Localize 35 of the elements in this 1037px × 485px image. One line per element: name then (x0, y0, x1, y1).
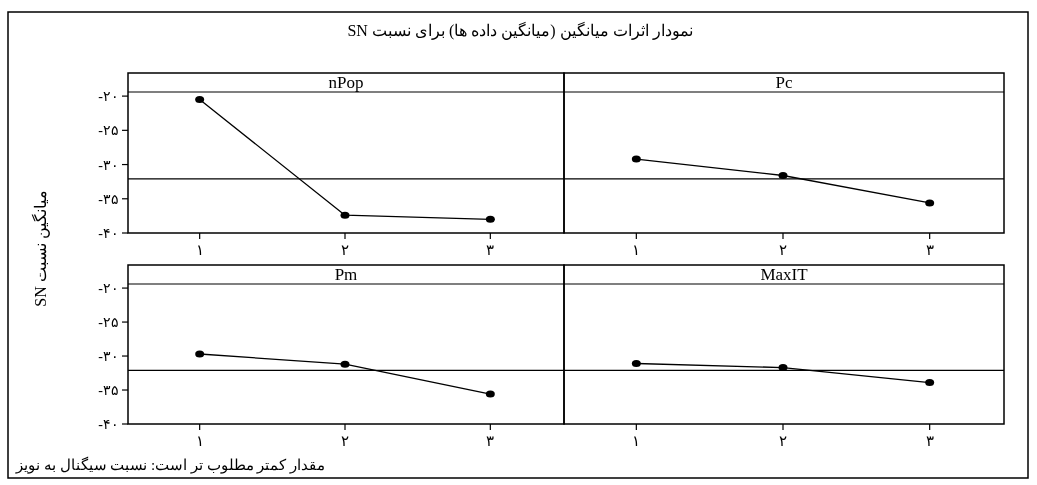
point (195, 350, 205, 358)
x-tick-label: ۳ (925, 242, 934, 258)
x-tick-label: ۱ (632, 433, 641, 449)
y-tick-label: -۳۰ (98, 157, 119, 173)
x-tick-label: ۲ (341, 242, 349, 258)
y-tick-label: -۴۰ (98, 226, 119, 241)
x-tick-label: ۳ (925, 433, 934, 449)
x-tick-label: ۱ (195, 242, 204, 258)
y-tick-label: -۳۰ (98, 349, 119, 365)
point (195, 96, 205, 104)
point (340, 211, 350, 219)
chart-title: MaxIT (760, 265, 809, 284)
point (485, 390, 495, 398)
x-tick-label: ۲ (341, 433, 349, 449)
y-tick-label: -۳۵ (98, 383, 119, 399)
y-tick-label: -۲۰ (98, 281, 119, 297)
x-tick-label: ۳ (486, 242, 495, 258)
x-tick-label: ۱ (195, 433, 204, 449)
x-tick-label: ۳ (486, 433, 495, 449)
point (340, 360, 350, 368)
chart-title: nPop (328, 73, 364, 92)
chart-title: Pm (334, 265, 358, 284)
chart-title: Pc (775, 73, 793, 92)
y-tick-label: -۲۵ (98, 315, 119, 331)
text: نمودار اثرات میانگین (میانگین داده ها) برای نسبت SN (347, 21, 693, 40)
y-axis-title: میانگین نسبت SN (31, 190, 50, 307)
y-tick-label: -۴۰ (98, 417, 119, 432)
y-tick-label: -۲۰ (98, 89, 119, 105)
point (485, 215, 495, 223)
x-tick-label: ۲ (779, 433, 787, 449)
y-tick-label: -۲۵ (98, 123, 119, 139)
x-tick-label: ۱ (632, 242, 641, 258)
text: مقدار کمتر مطلوب تر است: نسبت سیگنال به نویز (15, 456, 326, 474)
x-tick-label: ۲ (779, 242, 787, 258)
y-tick-label: -۳۵ (98, 191, 119, 207)
